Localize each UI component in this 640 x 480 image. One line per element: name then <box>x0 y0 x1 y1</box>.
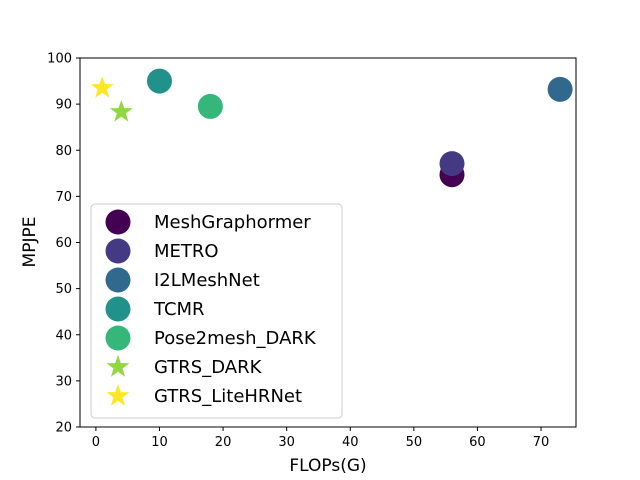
legend-marker-tcmr <box>105 296 131 322</box>
legend-frame <box>90 203 343 419</box>
x-tick-label: 70 <box>533 435 550 450</box>
y-tick-label: 90 <box>55 98 72 113</box>
legend-label-meshgraphormer: MeshGraphormer <box>154 212 311 233</box>
x-tick-label: 60 <box>469 435 486 450</box>
y-tick-label: 20 <box>55 421 72 436</box>
legend-marker-metro <box>105 238 131 264</box>
y-tick-label: 40 <box>55 328 72 343</box>
point-tcmr <box>146 68 172 94</box>
x-tick-label: 20 <box>215 435 232 450</box>
legend: MeshGraphormer METRO I2LMeshNet TCMR Pose2me… <box>90 203 343 419</box>
x-tick-label: 10 <box>151 435 168 450</box>
point-gtrs-dark <box>109 99 133 122</box>
y-tick-label: 30 <box>55 374 72 389</box>
x-tick-label: 50 <box>406 435 423 450</box>
y-axis-ticks: 20 30 40 50 60 70 80 90 100 <box>47 52 80 436</box>
legend-marker-gtrs-litehrnet <box>106 384 130 406</box>
legend-label-i2lmeshnet: I2LMeshNet <box>154 270 260 291</box>
y-tick-label: 60 <box>55 236 72 251</box>
legend-label-gtrs-dark: GTRS_DARK <box>154 357 263 378</box>
point-pose2mesh-dark <box>197 93 223 119</box>
x-tick-label: 40 <box>342 435 359 450</box>
y-axis-label: MPJPE <box>20 217 40 268</box>
x-tick-label: 0 <box>92 435 100 450</box>
y-tick-label: 70 <box>55 190 72 205</box>
legend-label-tcmr: TCMR <box>153 299 205 320</box>
legend-marker-i2lmeshnet <box>105 267 131 293</box>
x-axis-ticks: 0 10 20 30 40 50 60 70 <box>92 427 550 450</box>
legend-marker-pose2mesh-dark <box>105 325 131 351</box>
x-tick-label: 30 <box>278 435 295 450</box>
y-tick-label: 100 <box>47 52 72 67</box>
legend-label-metro: METRO <box>154 241 219 262</box>
point-gtrs-litehrnet <box>90 75 114 98</box>
point-metro <box>439 151 465 177</box>
plot-marks <box>90 68 573 188</box>
legend-label-pose2mesh-dark: Pose2mesh_DARK <box>154 328 317 349</box>
x-axis-label: FLOPs(G) <box>289 456 366 476</box>
legend-label-gtrs-litehrnet: GTRS_LiteHRNet <box>154 386 302 407</box>
point-i2lmeshnet <box>547 76 573 102</box>
y-tick-label: 80 <box>55 144 72 159</box>
legend-marker-meshgraphormer <box>105 209 131 235</box>
legend-marker-gtrs-dark <box>106 355 130 377</box>
y-tick-label: 50 <box>55 282 72 297</box>
